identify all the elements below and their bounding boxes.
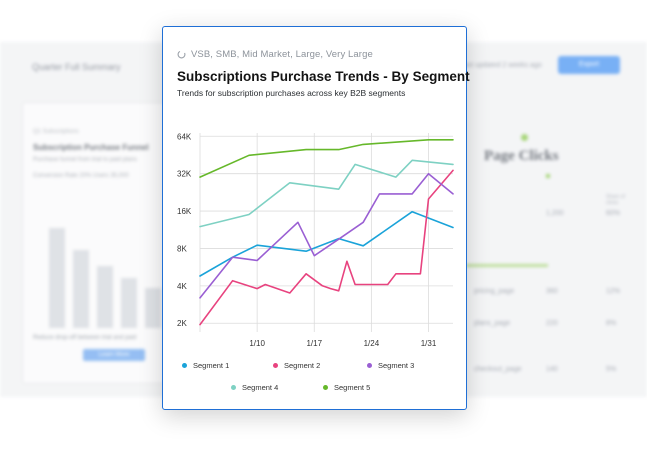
- bg-funnel-bar: [121, 278, 137, 328]
- bg-clicks-column-header: Share of clicks: [606, 194, 625, 206]
- bg-row-value: 140: [546, 366, 558, 373]
- legend-label: Segment 3: [378, 361, 415, 370]
- bg-row-pct: 60%: [606, 210, 621, 217]
- bg-clicks-card: Page Clicks Share of clicks 1,200 60% pr…: [466, 102, 636, 382]
- series-line-segment-5: [199, 138, 454, 178]
- legend-label: Segment 5: [334, 383, 371, 392]
- bg-funnel-button[interactable]: Learn More: [83, 349, 145, 361]
- chart-description: Trends for subscription purchases across…: [177, 88, 406, 98]
- line-chart: 2K 4K 8K 16K 32K 64K 1/10 1/17 1/24 1/31: [177, 132, 454, 347]
- chart-title: Subscriptions Purchase Trends - By Segme…: [177, 69, 470, 84]
- y-tick-label: 16K: [177, 207, 192, 216]
- legend-item-segment-5[interactable]: Segment 5: [323, 383, 370, 392]
- legend-label: Segment 4: [242, 383, 279, 392]
- bg-funnel-card: Q1 Subscriptions Subscription Purchase F…: [22, 102, 184, 384]
- series-line-segment-3: [199, 172, 454, 299]
- legend-item-segment-1[interactable]: Segment 1: [182, 361, 229, 370]
- series-line-segment-1: [199, 210, 454, 277]
- y-tick-label: 4K: [177, 282, 187, 291]
- bg-header-title: Quarter Full Summary: [32, 62, 121, 72]
- bg-row-name: checkout_page: [474, 366, 522, 373]
- bg-header-meta: Last updated 2 weeks ago: [460, 62, 542, 69]
- bg-row-name: plans_page: [474, 320, 511, 327]
- bg-funnel-bar: [145, 288, 161, 328]
- bg-funnel-stat-2: Users 35,000: [93, 173, 129, 179]
- bg-funnel-overline: Q1 Subscriptions: [33, 129, 79, 135]
- bg-funnel-footer: Reduce drop-off between trial and paid: [33, 335, 137, 341]
- legend-dot-icon: [367, 363, 372, 368]
- x-tick-label: 1/24: [364, 339, 380, 347]
- y-tick-label: 8K: [177, 244, 187, 253]
- segments-row: VSB, SMB, Mid Market, Large, Very Large: [177, 49, 373, 60]
- legend-item-segment-4[interactable]: Segment 4: [231, 383, 278, 392]
- legend-dot-icon: [231, 385, 236, 390]
- bg-export-button[interactable]: Export: [558, 56, 620, 74]
- legend-label: Segment 1: [193, 361, 230, 370]
- legend-label: Segment 2: [284, 361, 321, 370]
- legend-dot-icon: [323, 385, 328, 390]
- bg-clicks-title: Page Clicks: [484, 148, 559, 164]
- bg-row-value: 360: [546, 288, 558, 295]
- bg-row-value: 1,200: [546, 210, 564, 217]
- bg-status-dot: [521, 134, 528, 141]
- loading-spinner-icon: [177, 50, 186, 59]
- series-line-segment-2: [199, 169, 454, 326]
- y-tick-label: 64K: [177, 132, 192, 141]
- bg-row-pct: 12%: [606, 288, 621, 295]
- trend-chart-card: VSB, SMB, Mid Market, Large, Very Large …: [162, 26, 470, 410]
- legend-dot-icon: [273, 363, 278, 368]
- y-tick-label: 2K: [177, 319, 187, 328]
- segments-list: VSB, SMB, Mid Market, Large, Very Large: [191, 49, 373, 60]
- x-tick-label: 1/31: [421, 339, 437, 347]
- bg-funnel-bar: [49, 228, 65, 328]
- y-tick-label: 32K: [177, 170, 192, 179]
- x-tick-label: 1/10: [249, 339, 265, 347]
- series-line-segment-4: [199, 159, 454, 228]
- x-tick-label: 1/17: [306, 339, 322, 347]
- bg-row-pct: 5%: [606, 366, 617, 373]
- legend-dot-icon: [182, 363, 187, 368]
- bg-funnel-title: Subscription Purchase Funnel: [33, 143, 149, 152]
- bg-funnel-bar: [97, 266, 113, 328]
- legend-item-segment-3[interactable]: Segment 3: [367, 361, 414, 370]
- bg-progress-line: [466, 264, 548, 267]
- chart-legend: Segment 1 Segment 2 Segment 3 Segment 4 Segm…: [163, 353, 468, 403]
- bg-row-name: pricing_page: [474, 288, 515, 295]
- bg-funnel-bar: [73, 250, 89, 328]
- bg-funnel-stat-1: Conversion Rate 20%: [33, 173, 92, 179]
- bg-row-value: 220: [546, 320, 558, 327]
- bg-green-marker: [546, 174, 550, 178]
- bg-row-pct: 8%: [606, 320, 617, 327]
- legend-item-segment-2[interactable]: Segment 2: [273, 361, 320, 370]
- bg-funnel-subtitle: Purchase funnel from trial to paid plans: [33, 157, 138, 163]
